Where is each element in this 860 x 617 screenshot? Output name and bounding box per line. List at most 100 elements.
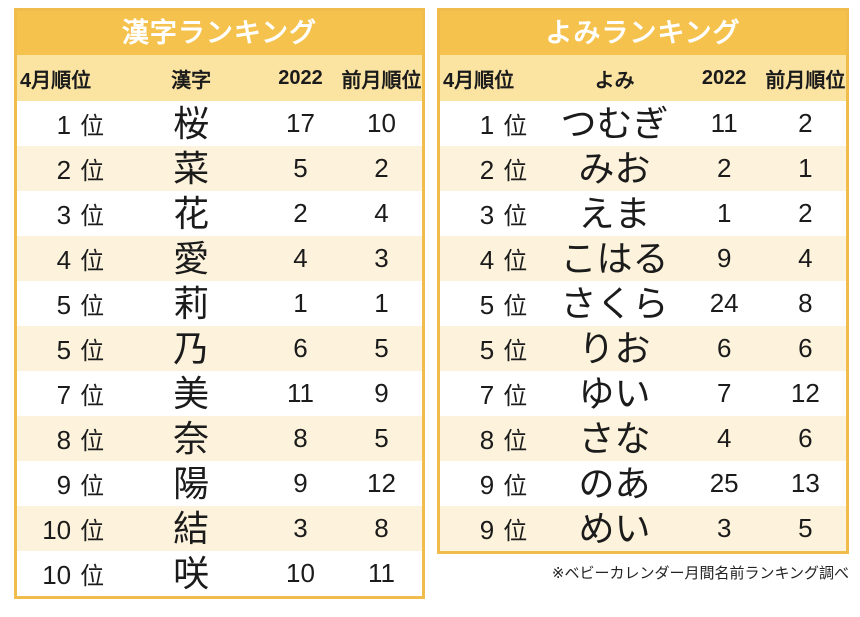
name-cell: 莉 — [173, 283, 210, 324]
yomi-table-title: よみランキング — [440, 11, 846, 55]
rank-number: 1 — [479, 110, 495, 140]
prev-month-rank-cell: 9 — [374, 378, 389, 408]
kanji-table-title: 漢字ランキング — [17, 11, 422, 55]
rank-suffix-label: 位 — [503, 338, 528, 365]
rank-suffix-label: 位 — [80, 338, 105, 365]
rank-number: 9 — [479, 470, 495, 500]
count-2022-cell: 8 — [293, 423, 308, 453]
name-cell: 花 — [173, 193, 210, 234]
kanji-table-body: 1 位 桜 17 10 2 位 菜 5 2 3 位 花 2 4 4 位 愛 4 … — [17, 101, 422, 596]
rank-cell: 7 位 — [440, 376, 546, 411]
rank-number: 9 — [479, 515, 495, 545]
rank-number: 4 — [479, 245, 495, 275]
rank-cell: 10 位 — [17, 556, 122, 591]
rank-cell: 5 位 — [440, 286, 546, 321]
table-row: 7 位 ゆい 7 12 — [440, 371, 846, 416]
table-row: 5 位 乃 6 5 — [17, 326, 422, 371]
rank-number: 8 — [56, 425, 72, 455]
rank-number: 5 — [56, 290, 72, 320]
prev-month-rank-cell: 1 — [798, 153, 813, 183]
prev-month-rank-cell: 4 — [798, 243, 813, 273]
column-header-yomi: よみ — [594, 69, 635, 92]
rank-number: 3 — [479, 200, 495, 230]
count-2022-cell: 2 — [293, 198, 308, 228]
table-row: 5 位 さくら 24 8 — [440, 281, 846, 326]
rank-number: 3 — [56, 200, 72, 230]
name-cell: めい — [578, 508, 651, 549]
prev-month-rank-cell: 3 — [374, 243, 389, 273]
rank-cell: 1 位 — [440, 106, 546, 141]
count-2022-cell: 6 — [716, 333, 732, 363]
prev-month-rank-cell: 11 — [367, 558, 395, 588]
prev-month-rank-cell: 2 — [798, 198, 813, 228]
count-2022-cell: 9 — [293, 468, 308, 498]
table-row: 1 位 つむぎ 11 2 — [440, 101, 846, 146]
prev-month-rank-cell: 5 — [374, 423, 389, 453]
name-cell: 奈 — [173, 418, 210, 459]
name-cell: つむぎ — [560, 103, 669, 144]
name-cell: 愛 — [173, 238, 210, 279]
rank-number: 5 — [479, 335, 495, 365]
count-2022-cell: 11 — [710, 108, 738, 138]
count-2022-cell: 17 — [286, 108, 315, 138]
name-cell: りお — [578, 328, 651, 369]
name-cell: さな — [578, 418, 651, 459]
column-header-april-rank: 4月順位 — [20, 69, 92, 92]
prev-month-rank-cell: 13 — [790, 468, 820, 498]
table-row: 2 位 みお 2 1 — [440, 146, 846, 191]
rank-number: 7 — [56, 380, 72, 410]
count-2022-cell: 4 — [293, 243, 308, 273]
count-2022-cell: 1 — [716, 198, 732, 228]
count-2022-cell: 25 — [709, 468, 739, 498]
name-cell: 美 — [173, 373, 210, 414]
source-note: ※ベビーカレンダー月間名前ランキング調べ — [551, 565, 849, 582]
table-row: 3 位 えま 1 2 — [440, 191, 846, 236]
prev-month-rank-cell: 6 — [798, 423, 813, 453]
rank-number: 5 — [56, 335, 72, 365]
table-row: 8 位 奈 8 5 — [17, 416, 422, 461]
rank-cell: 2 位 — [17, 151, 122, 186]
yomi-table-body: 1 位 つむぎ 11 2 2 位 みお 2 1 3 位 えま 1 2 4 位 こ… — [440, 101, 846, 551]
prev-month-rank-cell: 10 — [367, 108, 396, 138]
prev-month-rank-cell: 8 — [798, 288, 813, 318]
table-row: 5 位 莉 1 1 — [17, 281, 422, 326]
table-row: 7 位 美 11 9 — [17, 371, 422, 416]
yomi-ranking-table: よみランキング 4月順位 よみ 2022 前月順位 1 位 つむぎ 11 2 2… — [437, 8, 849, 554]
rank-suffix-label: 位 — [503, 293, 528, 320]
count-2022-cell: 10 — [286, 558, 315, 588]
column-header-2022: 2022 — [278, 66, 323, 89]
name-cell: ゆい — [578, 373, 651, 414]
name-cell: みお — [578, 148, 651, 189]
rank-suffix-label: 位 — [80, 428, 105, 455]
rank-number: 10 — [42, 560, 72, 590]
table-row: 9 位 陽 9 12 — [17, 461, 422, 506]
column-header-2022: 2022 — [701, 66, 747, 89]
column-header-prev-month-rank: 前月順位 — [765, 69, 846, 92]
rank-number: 8 — [479, 425, 495, 455]
count-2022-cell: 7 — [716, 378, 732, 408]
name-cell: さくら — [560, 283, 669, 324]
rank-number: 5 — [479, 290, 495, 320]
name-cell: こはる — [560, 238, 669, 279]
rank-cell: 4 位 — [440, 241, 546, 276]
rank-cell: 5 位 — [17, 286, 122, 321]
rank-number: 7 — [479, 380, 495, 410]
rank-suffix-label: 位 — [80, 473, 105, 500]
name-cell: 桜 — [173, 103, 210, 144]
rank-suffix-label: 位 — [503, 428, 528, 455]
rank-cell: 9 位 — [440, 511, 546, 546]
yomi-column-header-row: 4月順位 よみ 2022 前月順位 — [440, 55, 846, 101]
count-2022-cell: 1 — [293, 288, 308, 318]
count-2022-cell: 5 — [293, 153, 308, 183]
name-cell: のあ — [578, 463, 651, 504]
count-2022-cell: 3 — [293, 513, 308, 543]
table-row: 9 位 のあ 25 13 — [440, 461, 846, 506]
rank-suffix-label: 位 — [80, 563, 105, 590]
name-cell: えま — [578, 193, 651, 234]
count-2022-cell: 3 — [716, 513, 732, 543]
count-2022-cell: 4 — [716, 423, 732, 453]
rank-suffix-label: 位 — [503, 158, 528, 185]
rank-suffix-label: 位 — [503, 248, 528, 275]
rank-cell: 7 位 — [17, 376, 122, 411]
rank-cell: 9 位 — [17, 466, 122, 501]
